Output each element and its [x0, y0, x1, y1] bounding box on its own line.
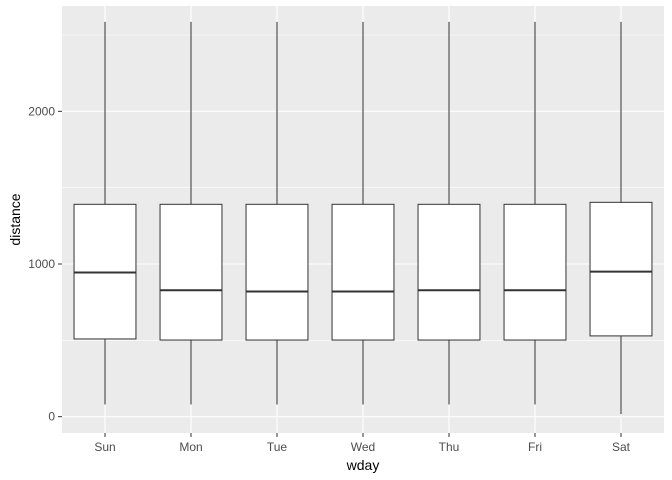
x-axis: Sun Mon Tue Wed Thu Fri Sat: [94, 433, 631, 454]
box-iqr: [503, 203, 567, 341]
box-iqr: [331, 203, 395, 341]
boxes: [73, 21, 653, 415]
box-sat: [589, 21, 653, 415]
box-iqr: [245, 203, 309, 341]
x-tick-label: Wed: [351, 440, 375, 454]
box-sun: [73, 21, 137, 405]
x-tick-label: Fri: [528, 440, 542, 454]
x-tick-label: Sat: [612, 440, 631, 454]
box-mon: [159, 21, 223, 405]
x-tick-label: Tue: [267, 440, 288, 454]
box-fri: [503, 21, 567, 405]
x-tick-label: Thu: [439, 440, 460, 454]
x-axis-title: wday: [346, 457, 380, 473]
box-thu: [417, 21, 481, 405]
y-axis: 0 1000 2000: [28, 104, 62, 424]
y-axis-title: distance: [7, 193, 23, 245]
box-iqr: [417, 203, 481, 341]
box-iqr: [159, 203, 223, 341]
box-tue: [245, 21, 309, 405]
y-tick-label: 1000: [28, 257, 55, 271]
box-iqr: [589, 201, 653, 337]
x-tick-label: Mon: [179, 440, 202, 454]
x-tick-label: Sun: [94, 440, 115, 454]
y-tick-label: 2000: [28, 104, 55, 118]
box-wed: [331, 21, 395, 405]
y-tick-label: 0: [48, 410, 55, 424]
